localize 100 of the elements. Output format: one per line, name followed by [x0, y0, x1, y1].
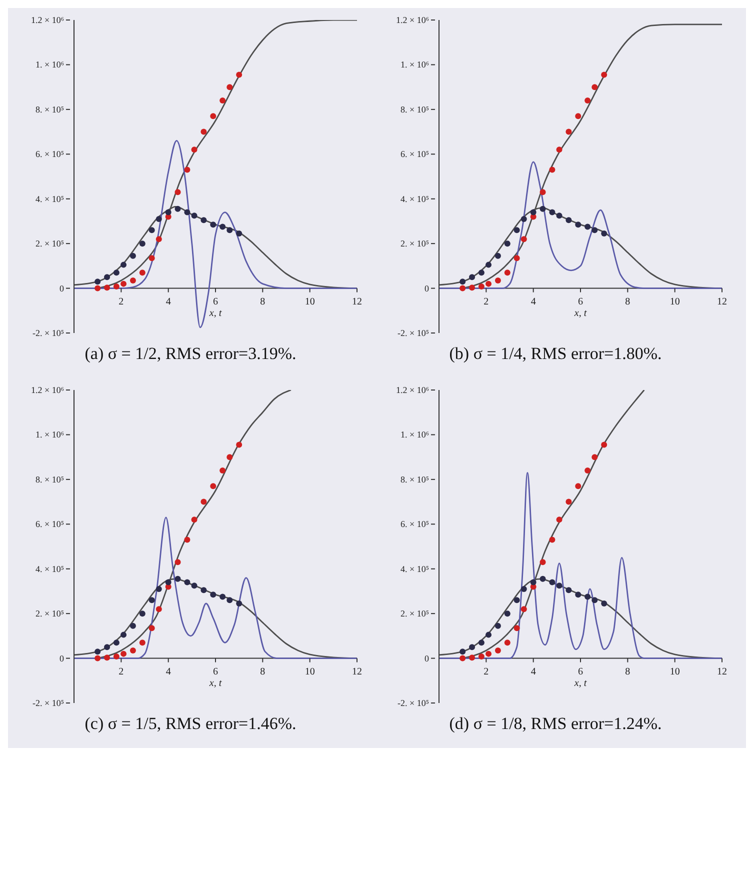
x-tick-label: 2 [118, 296, 124, 308]
point [236, 72, 242, 78]
point [494, 647, 501, 654]
point [460, 285, 466, 292]
point [156, 606, 162, 612]
point [469, 274, 476, 280]
y-tick-label: 2. × 10⁵ [36, 238, 64, 249]
point [494, 252, 501, 259]
x-tick-label: 6 [213, 666, 218, 678]
point [540, 206, 546, 212]
x-tick-label: 10 [670, 666, 680, 678]
point [514, 227, 520, 234]
x-tick-label: 8 [260, 666, 266, 678]
point [514, 625, 520, 632]
point [556, 582, 562, 589]
line-series [439, 161, 722, 289]
point [478, 640, 484, 646]
point [504, 610, 510, 617]
y-tick-label: 2. × 10⁵ [36, 608, 64, 619]
y-tick-label: 8. × 10⁵ [36, 104, 64, 114]
point [130, 647, 136, 654]
point [210, 113, 216, 120]
point [139, 610, 146, 617]
point [200, 587, 207, 594]
point [575, 592, 582, 598]
point [469, 284, 476, 291]
point [478, 283, 484, 290]
point [540, 559, 546, 566]
point [556, 212, 562, 219]
point [549, 536, 556, 543]
point [184, 579, 190, 586]
y-tick-label: 8. × 10⁵ [36, 474, 64, 484]
point [486, 650, 492, 657]
point [210, 222, 216, 228]
text: (c) σ = 1/5, RMS error=1.46%. [84, 714, 298, 734]
x-tick-label: 10 [670, 296, 680, 308]
point [148, 625, 155, 632]
point [592, 454, 598, 460]
point [504, 240, 510, 247]
point [566, 217, 572, 224]
point [575, 222, 582, 228]
point [200, 498, 207, 505]
text: (b) σ = 1/4, RMS error=1.80%. [448, 344, 663, 364]
point [584, 97, 591, 104]
point [200, 217, 207, 224]
x-tick-label: 2 [484, 296, 489, 308]
x-tick-label: 10 [304, 296, 315, 308]
point [130, 277, 136, 284]
point [200, 128, 207, 135]
y-tick-label: 0 [60, 653, 64, 664]
point [566, 498, 572, 505]
x-tick-label: 8 [260, 296, 266, 308]
point [94, 285, 101, 292]
point [584, 467, 591, 474]
x-tick-label: 4 [166, 296, 171, 308]
point [104, 654, 110, 661]
y-tick-label: 4. × 10⁵ [400, 564, 429, 574]
point [104, 274, 110, 280]
point [156, 216, 162, 222]
point [191, 582, 198, 589]
point [130, 622, 136, 629]
point [520, 216, 527, 222]
y-tick-label: 1.2 × 10⁶ [396, 385, 429, 395]
x-tick-label: 6 [578, 666, 583, 678]
point [469, 654, 476, 661]
x-tick-label: 4 [530, 666, 536, 678]
point [460, 278, 466, 285]
point [148, 227, 155, 234]
x-tick-label: 8 [625, 296, 630, 308]
x-axis-title: x, t [208, 678, 223, 690]
point [226, 84, 233, 90]
point [486, 262, 492, 268]
y-tick-label: 2. × 10⁵ [400, 238, 429, 249]
point [104, 284, 110, 291]
y-tick-label: 1.2 × 10⁶ [396, 15, 429, 25]
point [113, 653, 120, 660]
x-axis-title: x, t [573, 678, 588, 690]
point [120, 650, 127, 657]
point [226, 227, 233, 234]
point [601, 230, 608, 237]
y-tick-label: -2. × 10⁵ [32, 328, 64, 338]
point [226, 597, 233, 604]
point [120, 632, 127, 638]
x-tick-label: 2 [118, 666, 124, 678]
point [191, 516, 198, 523]
point [174, 206, 181, 212]
point [113, 283, 120, 290]
y-tick-label: 1. × 10⁶ [36, 430, 64, 440]
point [94, 278, 101, 285]
point [220, 467, 226, 474]
point [592, 227, 598, 234]
point [530, 579, 536, 586]
point [601, 600, 608, 607]
point [601, 442, 608, 448]
point [139, 640, 146, 646]
y-tick-label: 6. × 10⁵ [36, 149, 64, 160]
y-tick-label: 1.2 × 10⁶ [31, 385, 64, 395]
point [148, 597, 155, 604]
point [139, 240, 146, 247]
point [226, 454, 233, 460]
